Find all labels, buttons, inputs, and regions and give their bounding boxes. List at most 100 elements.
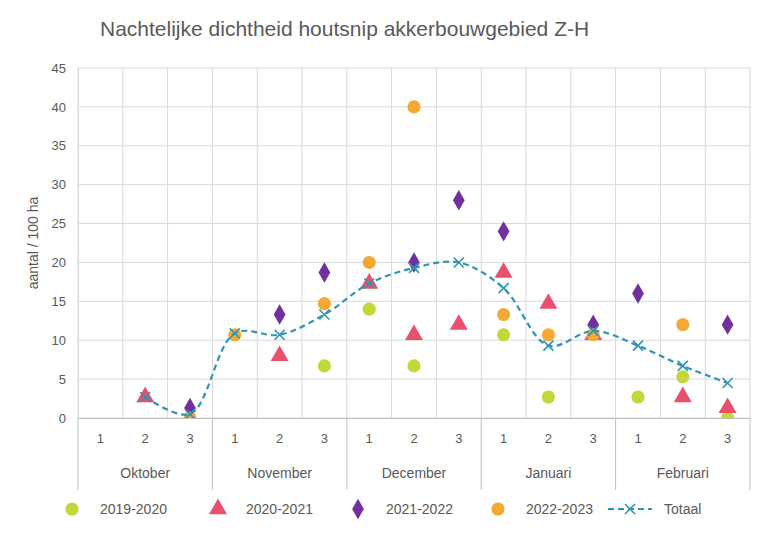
- marker: [363, 256, 376, 269]
- x-tick-label: 2: [545, 431, 552, 446]
- legend-item: Totaal: [608, 501, 701, 517]
- y-tick-label: 10: [52, 333, 66, 348]
- marker: [405, 324, 423, 340]
- x-tick-label: 1: [366, 431, 373, 446]
- legend-marker: [625, 504, 635, 514]
- marker: [542, 328, 555, 341]
- grid-line-y: [78, 184, 750, 185]
- marker: [319, 262, 331, 282]
- x-tick: 1: [97, 418, 104, 446]
- x-axis-line: [79, 418, 751, 419]
- grid-line-y: [78, 223, 750, 224]
- grid-line-x: [481, 68, 482, 418]
- grid-line-x: [167, 68, 168, 418]
- y-tick: 40: [52, 100, 78, 115]
- y-tick-label: 20: [52, 255, 66, 270]
- x-tick-label: 3: [186, 431, 193, 446]
- y-tick-label: 25: [52, 216, 66, 231]
- marker: [539, 293, 557, 309]
- marker: [454, 257, 464, 267]
- marker: [140, 392, 150, 402]
- x-tick: 2: [142, 418, 149, 446]
- marker: [495, 262, 513, 278]
- grid-line-y: [78, 145, 750, 146]
- y-tick: 35: [52, 138, 78, 153]
- x-tick-label: 2: [142, 431, 149, 446]
- x-tick: 2: [410, 418, 417, 446]
- group-separator: [346, 418, 347, 490]
- y-tick: 20: [52, 255, 78, 270]
- grid-line-y: [78, 68, 750, 69]
- legend-marker: [209, 499, 227, 515]
- marker: [271, 345, 289, 361]
- marker: [497, 308, 510, 321]
- group-separator: [750, 418, 751, 490]
- legend-label: 2022-2023: [526, 501, 593, 517]
- grid-line-x: [660, 68, 661, 418]
- x-tick-label: 3: [724, 431, 731, 446]
- y-tick: 15: [52, 294, 78, 309]
- legend-item: 2022-2023: [491, 501, 593, 517]
- y-tick-label: 5: [59, 372, 66, 387]
- marker: [499, 283, 509, 293]
- y-tick-label: 35: [52, 138, 66, 153]
- y-axis: 0 5 10 15 20 25 30 35 40 45: [52, 61, 79, 426]
- y-tick: 45: [52, 61, 78, 76]
- x-group-label: November: [247, 465, 312, 481]
- x-tick: 1: [231, 418, 238, 446]
- grid-line-x: [615, 68, 616, 418]
- x-tick: 2: [545, 418, 552, 446]
- x-tick: 3: [590, 418, 597, 446]
- x-tick: 1: [366, 418, 373, 446]
- marker: [719, 398, 737, 414]
- legend-marker: [352, 499, 364, 519]
- marker: [498, 221, 510, 241]
- grid-line-y: [78, 418, 750, 419]
- marker: [676, 318, 689, 331]
- legend-marker: [491, 502, 504, 515]
- x-tick-label: 3: [590, 431, 597, 446]
- grid-line-x: [391, 68, 392, 418]
- grid-line-y: [78, 301, 750, 302]
- y-tick-label: 15: [52, 294, 66, 309]
- legend-label: 2021-2022: [386, 501, 453, 517]
- x-tick-label: 3: [455, 431, 462, 446]
- legend-item: 2020-2021: [209, 499, 313, 517]
- group-separator: [481, 418, 482, 490]
- marker: [674, 387, 692, 403]
- group-separator: [212, 418, 213, 490]
- marker: [543, 341, 553, 351]
- x-tick: 2: [679, 418, 686, 446]
- marker: [409, 263, 419, 273]
- grid-line-x: [570, 68, 571, 418]
- y-tick: 0: [59, 411, 78, 426]
- x-tick-label: 3: [321, 431, 328, 446]
- marker: [407, 100, 420, 113]
- x-tick: 3: [455, 418, 462, 446]
- series-line: [145, 262, 727, 415]
- legend-marker: [65, 502, 78, 515]
- y-axis-line: [78, 69, 79, 419]
- marker: [319, 310, 329, 320]
- chart: Nachtelijke dichtheid houtsnip akkerbouw…: [0, 0, 770, 535]
- y-tick: 10: [52, 333, 78, 348]
- x-group-label: Februari: [657, 465, 709, 481]
- x-tick-label: 1: [97, 431, 104, 446]
- marker: [363, 303, 376, 316]
- marker: [228, 328, 241, 341]
- grid-line-x: [302, 68, 303, 418]
- marker: [678, 361, 688, 371]
- grid-line-x: [526, 68, 527, 418]
- legend-label: 2020-2021: [246, 501, 313, 517]
- x-group-label: Oktober: [120, 465, 170, 481]
- x-tick: 3: [724, 418, 731, 446]
- legend: 2019-20202020-20212021-20222022-2023Tota…: [65, 499, 701, 520]
- y-tick: 30: [52, 177, 78, 192]
- y-tick-label: 40: [52, 100, 66, 115]
- x-tick-label: 1: [231, 431, 238, 446]
- marker: [723, 378, 733, 388]
- marker: [497, 328, 510, 341]
- marker: [364, 278, 374, 288]
- grid: [78, 68, 750, 418]
- x-tick-label: 1: [500, 431, 507, 446]
